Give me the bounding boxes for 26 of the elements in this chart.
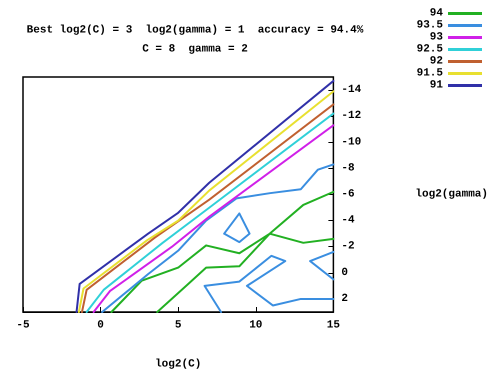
legend-label: 91.5 (416, 68, 444, 80)
chart-subtitle: C = 8 gamma = 2 (142, 44, 248, 56)
y-tick-label: -6 (341, 188, 355, 200)
chart-title: Best log2(C) = 3 log2(gamma) = 1 accuracy = 94.4% (26, 24, 364, 36)
y-tick-label: 2 (341, 292, 348, 305)
legend-label: 93 (430, 32, 444, 44)
legend-label: 93.5 (416, 20, 444, 32)
y-tick-label: -8 (341, 162, 355, 174)
x-axis-title: log2(C) (155, 358, 202, 370)
legend-label: 91 (430, 80, 444, 92)
y-tick-label: -4 (341, 214, 355, 227)
legend-label: 92.5 (416, 44, 444, 56)
y-tick-label: -12 (341, 110, 362, 122)
y-tick-label: 0 (341, 266, 348, 279)
x-tick-label: 10 (249, 320, 262, 332)
x-tick-label: 0 (97, 320, 104, 332)
x-tick-label: 15 (326, 320, 340, 332)
x-tick-label: 5 (174, 320, 182, 332)
line-series (223, 212, 251, 244)
y-tick-label: -2 (341, 240, 355, 253)
legend-label: 94 (430, 8, 444, 20)
y-axis-title: log2(gamma) (415, 188, 488, 200)
y-tick-label: -14 (341, 84, 362, 96)
x-tick-label: -5 (16, 320, 30, 332)
y-tick-label: -10 (341, 136, 362, 148)
legend-label: 92 (430, 56, 443, 68)
